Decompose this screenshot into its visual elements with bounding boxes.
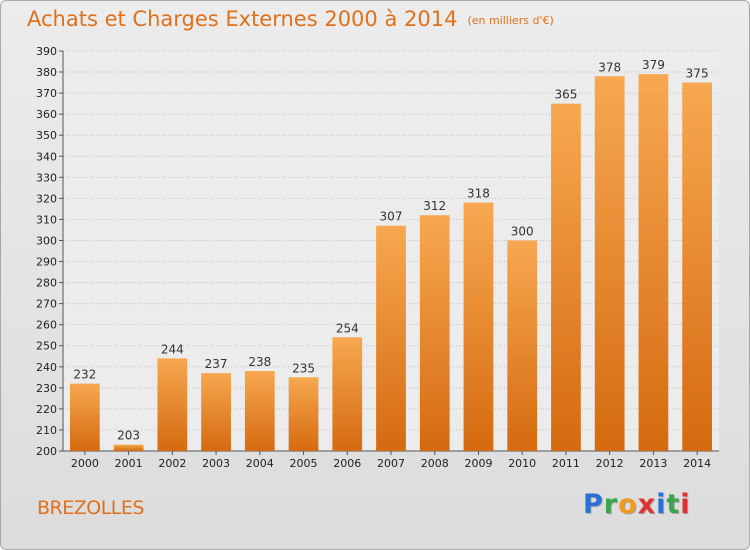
data-label-2012: 378 xyxy=(598,60,621,74)
logo-letter: r xyxy=(603,489,619,520)
logo-letter: P xyxy=(583,489,604,520)
bar-2014 xyxy=(682,82,713,451)
bar-2011 xyxy=(551,103,581,451)
y-tick-label: 300 xyxy=(36,234,57,247)
chart-title: Achats et Charges Externes 2000 à 2014 (e… xyxy=(27,7,554,31)
y-tick-label: 380 xyxy=(36,66,57,79)
data-label-2006: 254 xyxy=(336,321,359,335)
x-tick-label-2010: 2010 xyxy=(508,457,536,470)
logo-letter: o xyxy=(618,489,638,520)
x-tick-label-2007: 2007 xyxy=(377,457,405,470)
y-tick-label: 330 xyxy=(36,171,57,184)
y-tick-label: 260 xyxy=(36,319,57,332)
y-tick-label: 200 xyxy=(36,445,57,458)
data-label-2010: 300 xyxy=(511,224,534,238)
data-label-2005: 235 xyxy=(292,361,315,375)
bar-2003 xyxy=(201,373,231,451)
y-tick-label: 270 xyxy=(36,298,57,311)
x-tick-label-2004: 2004 xyxy=(246,457,274,470)
logo-letter: t xyxy=(666,489,681,520)
data-label-2009: 318 xyxy=(467,187,490,201)
y-tick-label: 230 xyxy=(36,382,57,395)
x-tick-label-2003: 2003 xyxy=(202,457,230,470)
y-tick-label: 310 xyxy=(36,213,57,226)
proxiti-logo: Proxiti xyxy=(583,489,691,520)
x-tick-label-2008: 2008 xyxy=(421,457,449,470)
data-label-2004: 238 xyxy=(248,355,271,369)
data-label-2001: 203 xyxy=(117,429,140,443)
x-tick-label-2002: 2002 xyxy=(158,457,186,470)
x-tick-label-2013: 2013 xyxy=(639,457,667,470)
bar-2012 xyxy=(594,76,625,452)
bar-2008 xyxy=(419,215,450,451)
y-tick-label: 360 xyxy=(36,108,57,121)
bar-2007 xyxy=(376,225,406,451)
bar-2000 xyxy=(69,383,100,451)
data-label-2000: 232 xyxy=(73,368,96,382)
logo-letter: i xyxy=(656,489,667,520)
logo-letter: x xyxy=(637,489,657,520)
x-tick-label-2009: 2009 xyxy=(464,457,492,470)
x-tick-label-2006: 2006 xyxy=(333,457,361,470)
data-label-2007: 307 xyxy=(380,210,403,224)
bar-2002 xyxy=(157,358,188,451)
data-label-2002: 244 xyxy=(161,342,184,356)
bar-2004 xyxy=(244,371,275,451)
y-tick-label: 390 xyxy=(36,45,57,58)
y-tick-label: 250 xyxy=(36,340,57,353)
y-tick-label: 240 xyxy=(36,361,57,374)
bar-2013 xyxy=(638,74,669,451)
y-tick-label: 370 xyxy=(36,87,57,100)
data-label-2014: 375 xyxy=(686,67,709,81)
bar-2010 xyxy=(507,240,538,451)
y-tick-label: 320 xyxy=(36,192,57,205)
bar-2006 xyxy=(332,337,363,451)
x-tick-label-2012: 2012 xyxy=(596,457,624,470)
y-tick-label: 210 xyxy=(36,424,57,437)
data-label-2008: 312 xyxy=(423,199,446,213)
y-tick-label: 280 xyxy=(36,277,57,290)
title-text: Achats et Charges Externes 2000 à 2014 xyxy=(27,7,458,31)
data-label-2003: 237 xyxy=(205,357,228,371)
logo-letter: i xyxy=(680,489,691,520)
y-tick-label: 290 xyxy=(36,256,57,269)
title-unit: (en milliers d'€) xyxy=(467,14,554,27)
y-tick-label: 220 xyxy=(36,403,57,416)
y-tick-label: 350 xyxy=(36,129,57,142)
bar-2009 xyxy=(463,202,494,451)
bar-2005 xyxy=(288,377,319,451)
x-tick-label-2011: 2011 xyxy=(552,457,580,470)
x-tick-label-2000: 2000 xyxy=(71,457,99,470)
data-label-2011: 365 xyxy=(554,88,577,102)
bar-2001 xyxy=(113,444,144,451)
x-tick-label-2014: 2014 xyxy=(683,457,711,470)
x-tick-label-2001: 2001 xyxy=(115,457,143,470)
city-name: BREZOLLES xyxy=(37,497,144,519)
data-label-2013: 379 xyxy=(642,58,665,72)
y-tick-label: 340 xyxy=(36,150,57,163)
x-tick-label-2005: 2005 xyxy=(290,457,318,470)
